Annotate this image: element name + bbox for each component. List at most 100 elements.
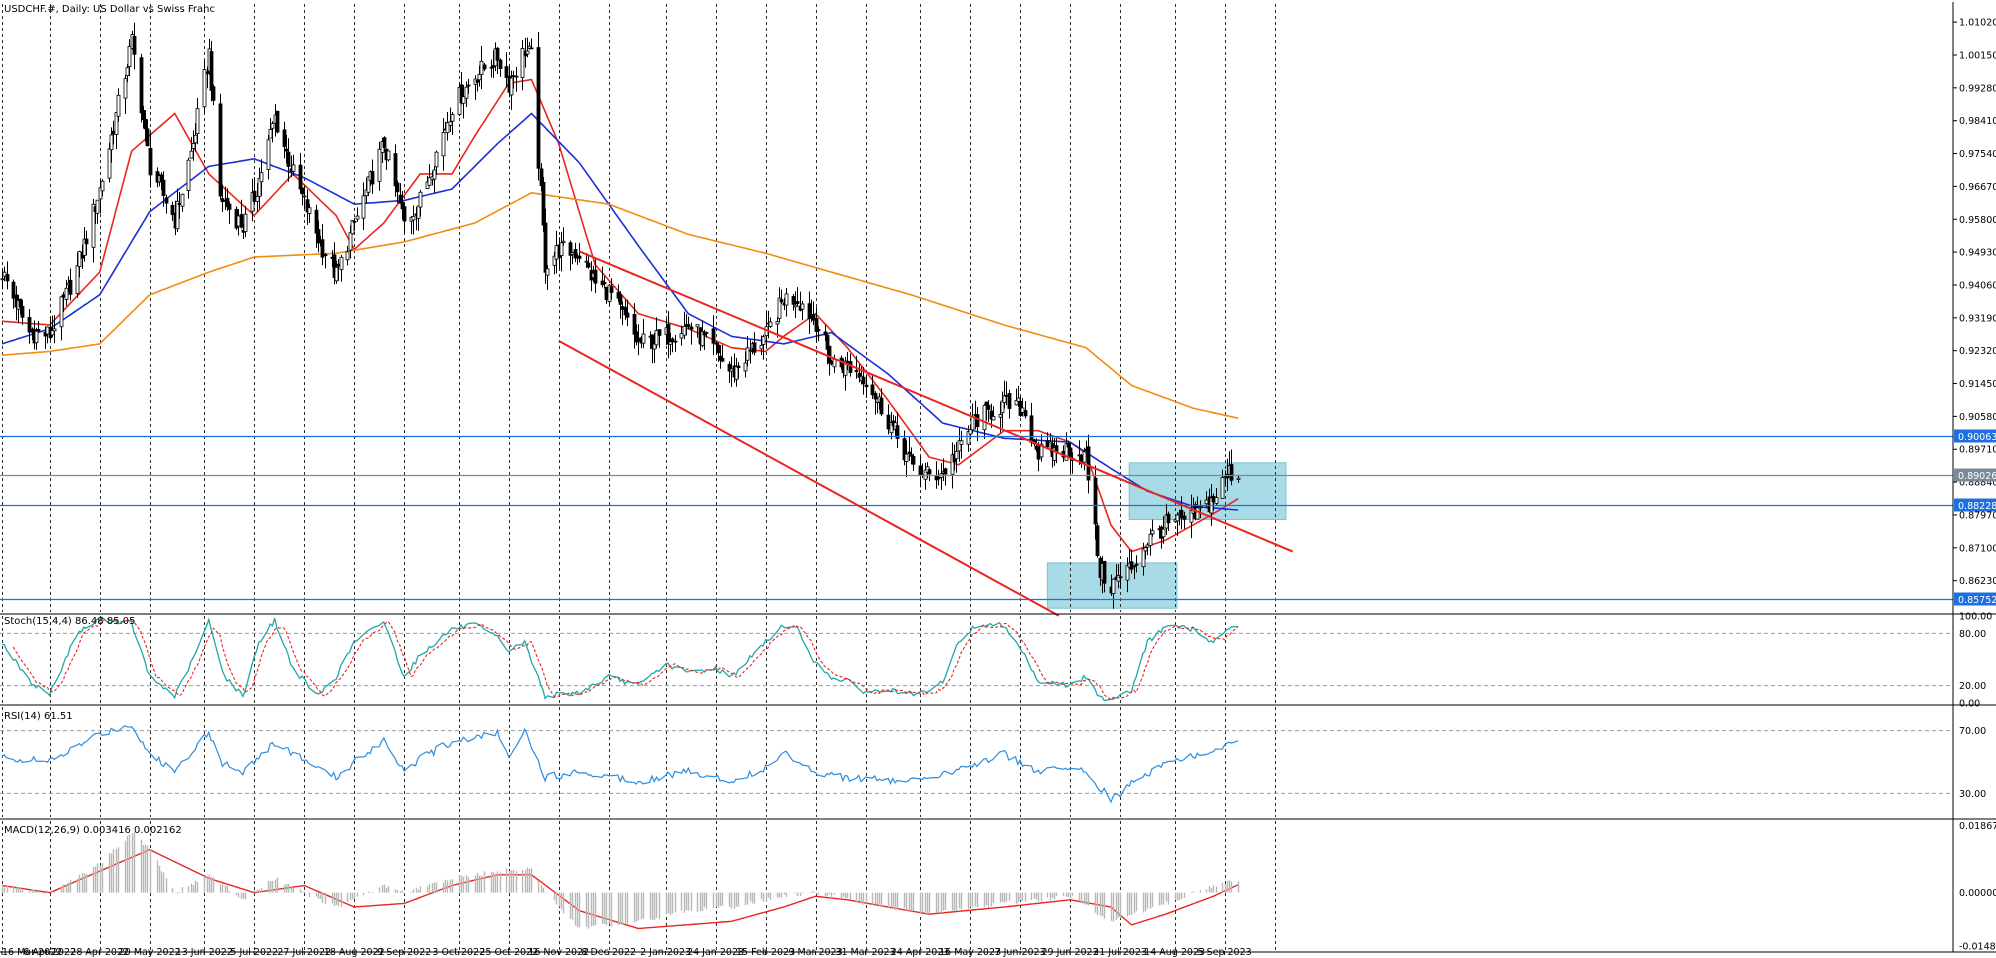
candle-body[interactable] [504,66,509,78]
candle-body[interactable] [291,164,296,172]
candle-body[interactable] [986,404,991,410]
candle-body[interactable] [418,191,423,208]
candle-body[interactable] [186,159,191,192]
candle-body[interactable] [461,96,466,104]
candle-body[interactable] [1020,407,1025,413]
candles-layer[interactable] [0,22,1241,929]
candle-body[interactable] [975,414,980,428]
candle-body[interactable] [1066,443,1071,448]
candle-body[interactable] [1204,499,1209,505]
candle-body[interactable] [450,114,455,122]
candle-body[interactable] [482,64,487,70]
candle-body[interactable] [243,213,248,232]
candle-body[interactable] [61,294,66,298]
candle-body[interactable] [775,321,780,325]
candle-body[interactable] [748,350,753,353]
candle-body[interactable] [525,50,530,55]
candle-body[interactable] [1086,446,1091,481]
trend-channel-line[interactable] [578,250,1294,553]
candle-body[interactable] [736,365,741,368]
candle-body[interactable] [827,345,832,364]
candle-body[interactable] [823,331,828,336]
candle-body[interactable] [729,368,734,372]
candle-body[interactable] [34,330,39,344]
candle-body[interactable] [618,294,623,305]
candle-body[interactable] [300,187,305,195]
candle-body[interactable] [1145,544,1150,548]
candle-body[interactable] [714,342,719,345]
candle-body[interactable] [561,240,566,243]
candle-body[interactable] [1116,575,1121,582]
candle-body[interactable] [434,151,439,168]
candle-body[interactable] [302,195,307,198]
candle-body[interactable] [1029,415,1034,443]
candle-body[interactable] [632,314,637,335]
candle-body[interactable] [991,416,996,421]
candle-body[interactable] [520,48,525,78]
candle-body[interactable] [95,199,100,214]
candle-body[interactable] [1229,464,1234,481]
candle-body[interactable] [954,451,959,460]
candle-body[interactable] [218,103,223,197]
candle-body[interactable] [1093,477,1098,525]
overlay-layer[interactable] [0,250,1953,617]
candle-body[interactable] [45,326,50,335]
candle-body[interactable] [832,358,837,368]
candle-body[interactable] [141,110,146,121]
candle-body[interactable] [270,123,275,129]
candle-body[interactable] [164,197,169,204]
candle-body[interactable] [227,203,232,210]
candle-body[interactable] [36,328,41,332]
candle-body[interactable] [370,171,375,185]
candle-body[interactable] [673,340,678,343]
candle-body[interactable] [811,314,816,321]
candle-body[interactable] [584,260,589,263]
candle-body[interactable] [943,468,948,475]
candle-body[interactable] [777,297,782,319]
candle-body[interactable] [236,215,241,227]
candle-body[interactable] [686,324,691,328]
candle-body[interactable] [604,286,609,301]
candle-body[interactable] [143,118,148,130]
candle-body[interactable] [1166,513,1171,524]
candle-body[interactable] [466,84,471,87]
candle-body[interactable] [1082,451,1087,463]
candle-body[interactable] [259,172,264,183]
candle-body[interactable] [509,77,514,96]
candle-body[interactable] [570,252,575,255]
candle-body[interactable] [825,334,830,350]
candle-body[interactable] [1129,561,1134,570]
candle-body[interactable] [239,214,244,228]
candle-body[interactable] [334,266,339,282]
candle-body[interactable] [1118,576,1123,579]
candle-body[interactable] [139,57,144,114]
candle-body[interactable] [768,321,773,327]
candle-body[interactable] [791,296,796,305]
candle-body[interactable] [432,169,437,180]
candle-body[interactable] [1023,410,1028,417]
candle-body[interactable] [1236,477,1241,480]
candle-body[interactable] [682,326,687,336]
candle-body[interactable] [464,86,469,99]
candle-body[interactable] [1068,447,1073,459]
candle-body[interactable] [20,306,25,318]
candle-body[interactable] [959,440,964,445]
candle-body[interactable] [180,193,185,207]
candle-body[interactable] [498,59,503,69]
candle-body[interactable] [1211,496,1216,503]
candle-body[interactable] [970,416,975,431]
candle-body[interactable] [339,256,344,270]
candle-body[interactable] [1220,477,1225,499]
candle-body[interactable] [654,330,659,346]
candle-body[interactable] [711,328,716,344]
candle-body[interactable] [77,251,82,267]
candle-body[interactable] [127,46,132,68]
candle-body[interactable] [416,205,421,219]
candle-body[interactable] [18,298,23,308]
candle-body[interactable] [909,454,914,457]
candle-body[interactable] [193,134,198,144]
candle-body[interactable] [348,232,353,251]
candle-body[interactable] [536,47,541,169]
candle-body[interactable] [982,404,987,431]
